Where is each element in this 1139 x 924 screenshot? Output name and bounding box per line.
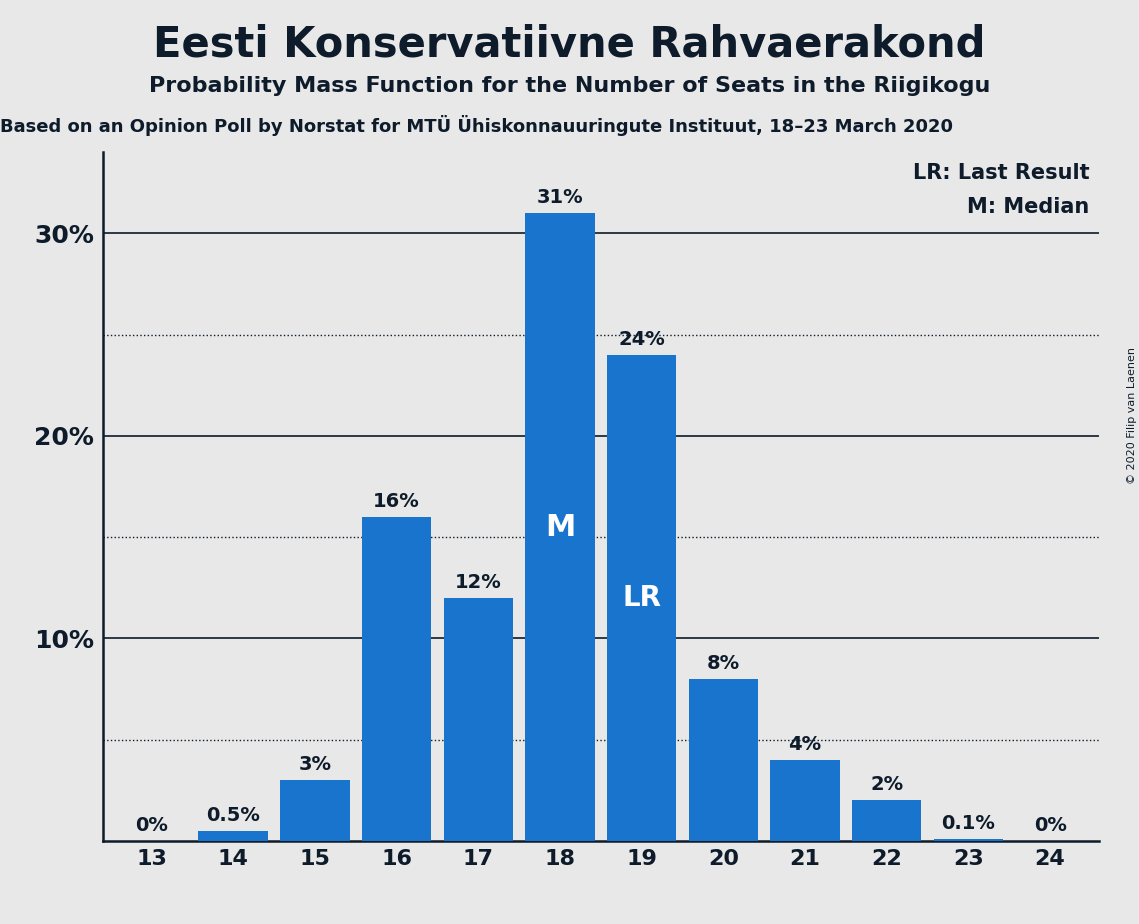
Bar xyxy=(198,831,268,841)
Text: Eesti Konservatiivne Rahvaerakond: Eesti Konservatiivne Rahvaerakond xyxy=(154,23,985,65)
Text: 2%: 2% xyxy=(870,775,903,795)
Text: M: M xyxy=(544,513,575,541)
Text: 8%: 8% xyxy=(707,654,740,673)
Text: LR: Last Result: LR: Last Result xyxy=(912,163,1089,183)
Bar xyxy=(852,800,921,841)
Text: 0%: 0% xyxy=(1034,816,1066,834)
Bar xyxy=(525,213,595,841)
Bar xyxy=(934,839,1003,841)
Text: 16%: 16% xyxy=(374,492,420,511)
Bar xyxy=(689,679,759,841)
Text: 0%: 0% xyxy=(136,816,167,834)
Text: 0.1%: 0.1% xyxy=(942,814,995,833)
Text: Probability Mass Function for the Number of Seats in the Riigikogu: Probability Mass Function for the Number… xyxy=(149,76,990,96)
Text: 12%: 12% xyxy=(454,573,501,591)
Text: 4%: 4% xyxy=(788,735,821,754)
Text: 24%: 24% xyxy=(618,330,665,349)
Bar xyxy=(770,760,839,841)
Bar xyxy=(280,780,350,841)
Text: Based on an Opinion Poll by Norstat for MTÜ Ühiskonnauuringute Instituut, 18–23 : Based on an Opinion Poll by Norstat for … xyxy=(0,116,953,137)
Bar xyxy=(607,355,677,841)
Text: 0.5%: 0.5% xyxy=(206,806,260,824)
Text: 3%: 3% xyxy=(298,755,331,774)
Text: M: Median: M: Median xyxy=(967,197,1089,217)
Bar xyxy=(362,517,432,841)
Text: 31%: 31% xyxy=(536,188,583,207)
Text: LR: LR xyxy=(622,584,661,612)
Text: © 2020 Filip van Laenen: © 2020 Filip van Laenen xyxy=(1126,347,1137,484)
Bar xyxy=(443,598,513,841)
